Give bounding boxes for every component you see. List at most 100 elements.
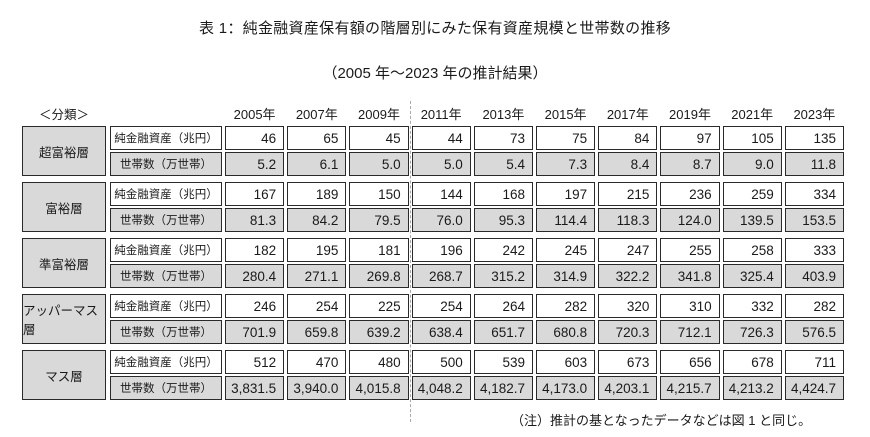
- assets-value-cell: 182: [225, 238, 285, 262]
- tier-name-cell: マス層: [22, 350, 106, 400]
- assets-value-cell: 167: [225, 182, 285, 206]
- assets-value-cell: 105: [722, 126, 782, 150]
- tier-rows: 純金融資産（兆円） 182 195 181 196 242 245 247 255 258 333 世…: [110, 238, 844, 288]
- households-row-label: 世帯数（万世帯）: [110, 208, 222, 232]
- assets-value-cell: 255: [660, 238, 720, 262]
- assets-value-cell: 711: [784, 350, 844, 374]
- households-value-cell: 118.3: [598, 208, 658, 232]
- table-row: 純金融資産（兆円） 512 470 480 500 539 603 673 656 678 711: [110, 350, 844, 374]
- assets-value-cell: 512: [225, 350, 285, 374]
- households-value-cell: 124.0: [660, 208, 720, 232]
- households-value-cell: 76.0: [411, 208, 471, 232]
- years-row-spacer: [110, 104, 222, 123]
- households-value-cell: 280.4: [225, 264, 285, 288]
- tier-group: 富裕層 純金融資産（兆円） 167 189 150 144 168 197 215 236 259 3…: [22, 182, 844, 232]
- households-value-cell: 5.0: [411, 152, 471, 176]
- table-title: 表 1：純金融資産保有額の階層別にみた保有資産規模と世帯数の推移: [198, 20, 672, 37]
- assets-value-cell: 480: [349, 350, 409, 374]
- table-row: 純金融資産（兆円） 46 65 45 44 73 75 84 97 105 135: [110, 126, 844, 150]
- table-subtitle: （2005 年～2023 年の推計結果）: [322, 65, 548, 82]
- tier-group: 超富裕層 純金融資産（兆円） 46 65 45 44 73 75 84 97 105 135 世帯数（万…: [22, 126, 844, 176]
- assets-value-cell: 656: [660, 350, 720, 374]
- households-value-cell: 153.5: [784, 208, 844, 232]
- households-value-cell: 95.3: [473, 208, 533, 232]
- assets-value-cell: 144: [411, 182, 471, 206]
- years-row: 2005年 2007年 2009年 2011年 2013年 2015年 2017年 2019年…: [110, 104, 844, 123]
- assets-value-cell: 97: [660, 126, 720, 150]
- households-value-cell: 726.3: [722, 320, 782, 344]
- households-value-cell: 8.7: [660, 152, 720, 176]
- assets-value-cell: 196: [411, 238, 471, 262]
- households-value-cell: 403.9: [784, 264, 844, 288]
- assets-value-cell: 332: [722, 294, 782, 318]
- table-row: 純金融資産（兆円） 167 189 150 144 168 197 215 236 259 334: [110, 182, 844, 206]
- year-header: 2015年: [544, 107, 587, 122]
- households-value-cell: 712.1: [660, 320, 720, 344]
- year-header: 2009年: [358, 107, 400, 122]
- tier-group: アッパーマス層 純金融資産（兆円） 246 254 225 254 264 282 320 310…: [22, 294, 844, 344]
- households-value-cell: 639.2: [349, 320, 409, 344]
- assets-value-cell: 65: [287, 126, 347, 150]
- households-value-cell: 576.5: [784, 320, 844, 344]
- households-value-cell: 4,015.8: [349, 376, 409, 400]
- assets-value-cell: 254: [287, 294, 347, 318]
- households-row-label: 世帯数（万世帯）: [110, 152, 222, 176]
- assets-value-cell: 470: [287, 350, 347, 374]
- assets-value-cell: 259: [722, 182, 782, 206]
- tier-group: 準富裕層 純金融資産（兆円） 182 195 181 196 242 245 247 255 258…: [22, 238, 844, 288]
- households-value-cell: 5.4: [473, 152, 533, 176]
- households-value-cell: 271.1: [287, 264, 347, 288]
- households-value-cell: 3,940.0: [287, 376, 347, 400]
- tier-rows: 純金融資産（兆円） 512 470 480 500 539 603 673 656 678 711 世…: [110, 350, 844, 400]
- year-header: 2011年: [420, 107, 462, 122]
- year-header: 2017年: [606, 107, 649, 122]
- assets-value-cell: 150: [349, 182, 409, 206]
- households-value-cell: 79.5: [349, 208, 409, 232]
- households-value-cell: 7.3: [536, 152, 596, 176]
- households-value-cell: 4,215.7: [660, 376, 720, 400]
- households-value-cell: 4,424.7: [784, 376, 844, 400]
- table-row: 純金融資産（兆円） 246 254 225 254 264 282 320 310 332 282: [110, 294, 844, 318]
- page-break-dashed-line: [410, 101, 411, 422]
- tier-name-cell: アッパーマス層: [22, 294, 106, 344]
- assets-row-label: 純金融資産（兆円）: [110, 126, 222, 150]
- assets-value-cell: 282: [536, 294, 596, 318]
- households-value-cell: 325.4: [722, 264, 782, 288]
- assets-value-cell: 603: [536, 350, 596, 374]
- assets-value-cell: 282: [784, 294, 844, 318]
- households-value-cell: 3,831.5: [225, 376, 285, 400]
- table-row: 世帯数（万世帯） 280.4 271.1 269.8 268.7 315.2 314.9 32…: [110, 264, 844, 288]
- households-value-cell: 4,182.7: [473, 376, 533, 400]
- households-value-cell: 4,173.0: [536, 376, 596, 400]
- assets-value-cell: 168: [473, 182, 533, 206]
- table-body: 超富裕層 純金融資産（兆円） 46 65 45 44 73 75 84 97 105 135 世帯数（万…: [22, 126, 844, 400]
- tier-rows: 純金融資産（兆円） 46 65 45 44 73 75 84 97 105 135 世帯数（万世帯） 5…: [110, 126, 844, 176]
- households-value-cell: 322.2: [598, 264, 658, 288]
- households-value-cell: 659.8: [287, 320, 347, 344]
- assets-row-label: 純金融資産（兆円）: [110, 182, 222, 206]
- year-header: 2023年: [793, 107, 836, 122]
- classification-label: ＜分類＞: [38, 108, 89, 122]
- assets-value-cell: 189: [287, 182, 347, 206]
- year-header: 2007年: [295, 107, 338, 122]
- footnote: （注）推計の基となったデータなどは図 1 と同じ。: [511, 413, 812, 428]
- assets-value-cell: 46: [225, 126, 285, 150]
- households-value-cell: 8.4: [598, 152, 658, 176]
- households-row-label: 世帯数（万世帯）: [110, 376, 222, 400]
- assets-value-cell: 320: [598, 294, 658, 318]
- households-value-cell: 651.7: [473, 320, 533, 344]
- table-row: 世帯数（万世帯） 5.2 6.1 5.0 5.0 5.4 7.3 8.4 8.7 9.0 11.8: [110, 152, 844, 176]
- households-value-cell: 680.8: [536, 320, 596, 344]
- households-value-cell: 269.8: [349, 264, 409, 288]
- assets-value-cell: 678: [722, 350, 782, 374]
- assets-value-cell: 197: [536, 182, 596, 206]
- table-row: 純金融資産（兆円） 182 195 181 196 242 245 247 255 258 333: [110, 238, 844, 262]
- households-value-cell: 4,213.2: [722, 376, 782, 400]
- assets-value-cell: 75: [536, 126, 596, 150]
- table-row: 世帯数（万世帯） 701.9 659.8 639.2 638.4 651.7 680.8 72…: [110, 320, 844, 344]
- year-header: 2019年: [669, 107, 711, 122]
- assets-value-cell: 264: [473, 294, 533, 318]
- assets-row-label: 純金融資産（兆円）: [110, 238, 222, 262]
- assets-value-cell: 44: [411, 126, 471, 150]
